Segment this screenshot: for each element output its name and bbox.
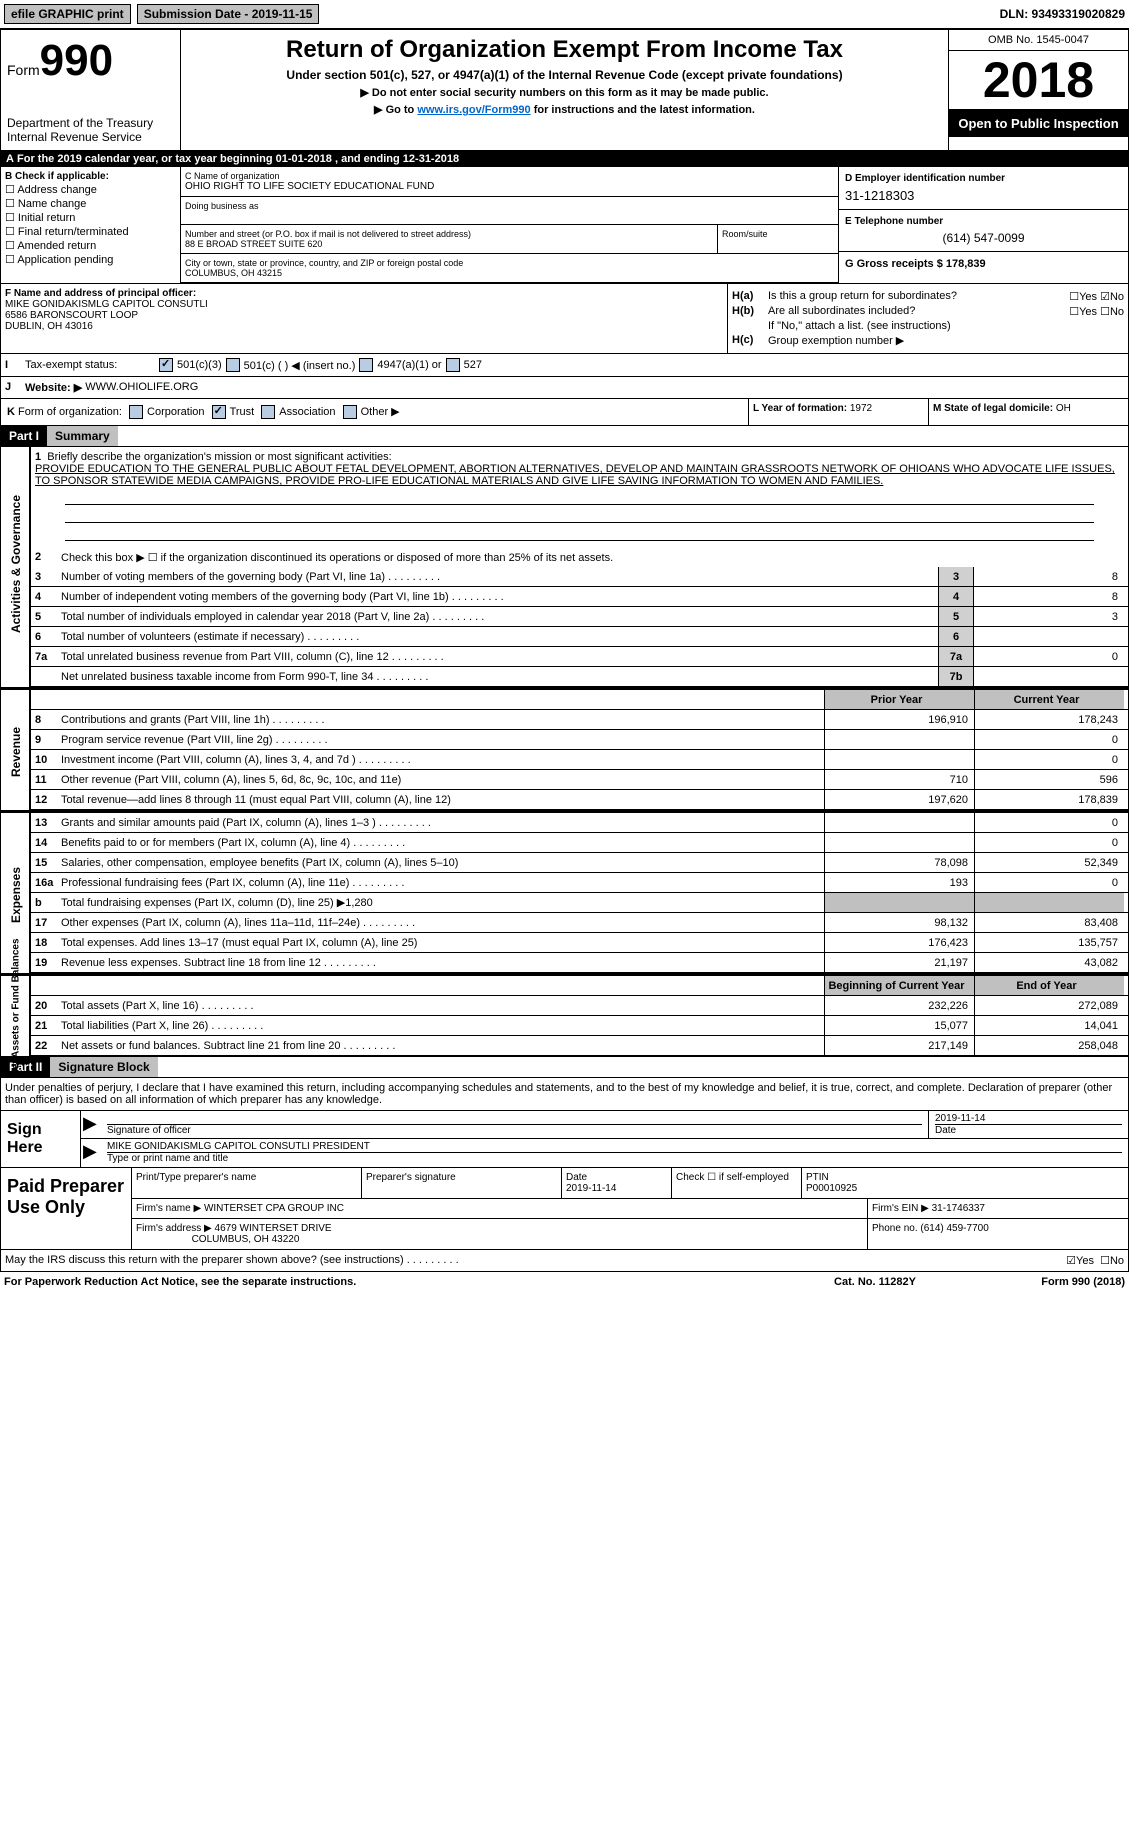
calendar-year-row: A For the 2019 calendar year, or tax yea… [0,151,1129,167]
header-center: Return of Organization Exempt From Incom… [181,30,948,150]
column-c: C Name of organization OHIO RIGHT TO LIF… [181,167,838,283]
form-header: Form990 Department of the Treasury Inter… [0,29,1129,151]
sign-date: 2019-11-14Date [928,1111,1128,1138]
header-right: OMB No. 1545-0047 2018 Open to Public In… [948,30,1128,150]
revenue-section: Revenue bPrior YearCurrent Year 8Contrib… [0,688,1129,811]
department: Department of the Treasury Internal Reve… [7,116,174,144]
chk-initial[interactable]: ☐ Initial return [5,211,176,224]
instruction-2: ▶ Go to www.irs.gov/Form990 for instruct… [187,103,942,116]
telephone-box: E Telephone number (614) 547-0099 [839,210,1128,252]
submission-date: Submission Date - 2019-11-15 [137,4,320,24]
instruction-1: ▶ Do not enter social security numbers o… [187,86,942,99]
ptin: PTINP00010925 [802,1168,1128,1198]
chk-501c[interactable] [226,358,240,372]
chk-final[interactable]: ☐ Final return/terminated [5,225,176,238]
footer: For Paperwork Reduction Act Notice, see … [0,1272,1129,1292]
form-number: 990 [40,36,113,85]
firm-name: Firm's name ▶ WINTERSET CPA GROUP INC [132,1199,868,1218]
tax-status-row: I Tax-exempt status: 501(c)(3) 501(c) ( … [0,354,1129,377]
expenses-section: Expenses 13Grants and similar amounts pa… [0,811,1129,974]
sign-here: Sign Here ▶ Signature of officer 2019-11… [0,1111,1129,1168]
main-title: Return of Organization Exempt From Incom… [187,36,942,64]
chk-pending[interactable]: ☐ Application pending [5,253,176,266]
subtitle: Under section 501(c), 527, or 4947(a)(1)… [187,68,942,82]
ein-box: D Employer identification number 31-1218… [839,167,1128,210]
address-box: Number and street (or P.O. box if mail i… [181,225,718,254]
discuss-yes-no[interactable]: ☑Yes ☐No [1066,1254,1124,1267]
city-box: City or town, state or province, country… [181,254,838,283]
officer-name: MIKE GONIDAKISMLG CAPITOL CONSUTLI PRESI… [101,1139,1128,1166]
top-bar: efile GRAPHIC print Submission Date - 20… [0,0,1129,29]
section-f: F Name and address of principal officer:… [0,284,1129,354]
header-left: Form990 Department of the Treasury Inter… [1,30,181,150]
year-formation: L Year of formation: 1972 [748,399,928,425]
chk-other[interactable] [343,405,357,419]
column-d: D Employer identification number 31-1218… [838,167,1128,283]
signature-field[interactable]: Signature of officer [101,1111,928,1138]
net-assets-section: Net Assets or Fund Balances Beginning of… [0,974,1129,1057]
irs-link[interactable]: www.irs.gov/Form990 [417,104,530,116]
section-a: B Check if applicable: ☐ Address change … [0,167,1129,284]
firm-address: Firm's address ▶ 4679 WINTERSET DRIVE CO… [132,1219,868,1249]
mission-line: 1 Briefly describe the organization's mi… [31,447,1128,547]
arrow-icon: ▶ [81,1111,101,1138]
form-ref: Form 990 (2018) [975,1276,1125,1288]
firm-phone: Phone no. (614) 459-7700 [868,1219,1128,1249]
chk-trust[interactable] [212,405,226,419]
ha-yes-no[interactable]: ☐Yes ☑No [1014,290,1124,303]
tax-year: 2018 [949,51,1128,109]
chk-amended[interactable]: ☐ Amended return [5,239,176,252]
paid-preparer: Paid Preparer Use Only Print/Type prepar… [0,1168,1129,1250]
principal-officer: F Name and address of principal officer:… [1,284,728,353]
state-domicile: M State of legal domicile: OH [928,399,1128,425]
dln: DLN: 93493319020829 [1000,7,1125,21]
gross-receipts: G Gross receipts $ 178,839 [839,252,1128,276]
chk-corp[interactable] [129,405,143,419]
chk-address[interactable]: ☐ Address change [5,183,176,196]
website-value: WWW.OHIOLIFE.ORG [85,381,198,394]
part2-header: Part IISignature Block [0,1057,1129,1078]
discuss-row: May the IRS discuss this return with the… [0,1250,1129,1272]
chk-assoc[interactable] [261,405,275,419]
org-name: OHIO RIGHT TO LIFE SOCIETY EDUCATIONAL F… [185,181,834,192]
k-row: K Form of organization: Corporation Trus… [0,399,1129,426]
column-b: B Check if applicable: ☐ Address change … [1,167,181,283]
chk-4947[interactable] [359,358,373,372]
website-row: J Website: ▶ WWW.OHIOLIFE.ORG [0,377,1129,399]
room-box: Room/suite [718,225,838,254]
open-public: Open to Public Inspection [949,109,1128,137]
prep-date: Date2019-11-14 [562,1168,672,1198]
chk-name[interactable]: ☐ Name change [5,197,176,210]
efile-button[interactable]: efile GRAPHIC print [4,4,131,24]
hb-yes-no[interactable]: ☐Yes ☐No [1014,305,1124,318]
omb-number: OMB No. 1545-0047 [949,30,1128,51]
dba-box: Doing business as [181,197,838,225]
org-name-box: C Name of organization OHIO RIGHT TO LIF… [181,167,838,197]
chk-527[interactable] [446,358,460,372]
part1-header: Part ISummary [0,426,1129,447]
chk-501c3[interactable] [159,358,173,372]
arrow-icon: ▶ [81,1139,101,1166]
governance-section: Activities & Governance 1 Briefly descri… [0,447,1129,688]
declaration: Under penalties of perjury, I declare th… [0,1078,1129,1111]
h-section: H(a) Is this a group return for subordin… [728,284,1128,353]
firm-ein: Firm's EIN ▶ 31-1746337 [868,1199,1128,1218]
mission-text: PROVIDE EDUCATION TO THE GENERAL PUBLIC … [35,463,1115,487]
